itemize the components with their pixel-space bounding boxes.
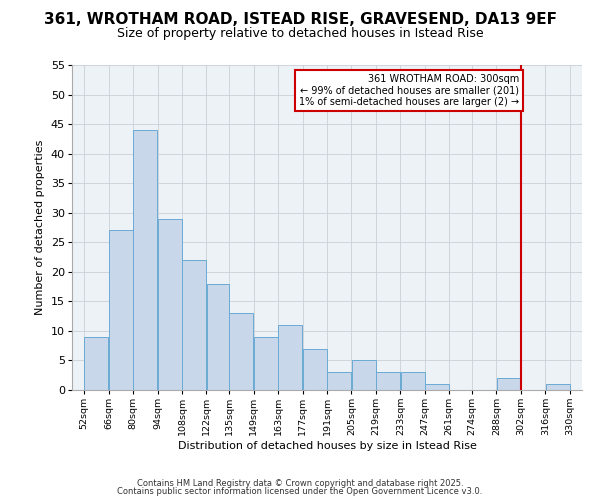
Text: 361, WROTHAM ROAD, ISTEAD RISE, GRAVESEND, DA13 9EF: 361, WROTHAM ROAD, ISTEAD RISE, GRAVESEN…	[44, 12, 557, 28]
Y-axis label: Number of detached properties: Number of detached properties	[35, 140, 46, 315]
Bar	[133, 130, 157, 390]
Bar	[207, 284, 229, 390]
Bar	[158, 218, 182, 390]
Text: Contains public sector information licensed under the Open Government Licence v3: Contains public sector information licen…	[118, 487, 482, 496]
Text: 361 WROTHAM ROAD: 300sqm
← 99% of detached houses are smaller (201)
1% of semi-d: 361 WROTHAM ROAD: 300sqm ← 99% of detach…	[299, 74, 519, 107]
Text: Contains HM Land Registry data © Crown copyright and database right 2025.: Contains HM Land Registry data © Crown c…	[137, 478, 463, 488]
Bar	[352, 360, 376, 390]
X-axis label: Distribution of detached houses by size in Istead Rise: Distribution of detached houses by size …	[178, 441, 476, 451]
Bar	[425, 384, 449, 390]
Bar	[229, 313, 253, 390]
Bar	[401, 372, 425, 390]
Bar	[327, 372, 351, 390]
Bar	[278, 325, 302, 390]
Text: Size of property relative to detached houses in Istead Rise: Size of property relative to detached ho…	[116, 28, 484, 40]
Bar	[545, 384, 569, 390]
Bar	[376, 372, 400, 390]
Bar	[109, 230, 133, 390]
Bar	[182, 260, 206, 390]
Bar	[303, 348, 327, 390]
Bar	[85, 337, 109, 390]
Bar	[497, 378, 521, 390]
Bar	[254, 337, 278, 390]
